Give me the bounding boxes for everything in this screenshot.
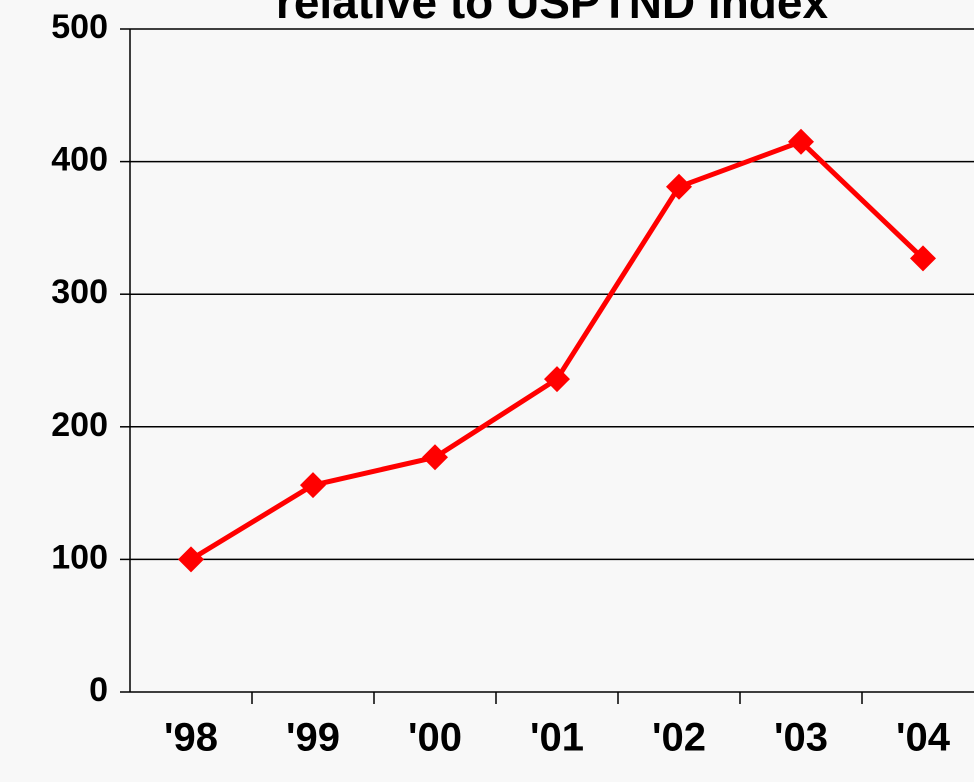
x-tick-label: '98 bbox=[164, 716, 218, 760]
x-tick-label: '02 bbox=[652, 716, 706, 760]
x-tick-label: '04 bbox=[896, 716, 951, 760]
marker bbox=[544, 366, 570, 393]
y-tick-label: 500 bbox=[51, 8, 108, 46]
y-tick-label: 0 bbox=[89, 671, 108, 709]
x-tick-label: '00 bbox=[408, 716, 462, 760]
marker bbox=[788, 128, 814, 155]
marker bbox=[422, 444, 448, 471]
y-tick-label: 200 bbox=[51, 406, 108, 444]
marker bbox=[910, 245, 936, 272]
chart-title: relative to USPTND index bbox=[276, 0, 829, 28]
y-tick-label: 400 bbox=[51, 141, 108, 179]
y-tick-label: 100 bbox=[51, 538, 108, 576]
x-tick-label: '03 bbox=[774, 716, 828, 760]
x-tick-label: '99 bbox=[286, 716, 340, 760]
y-tick-label: 300 bbox=[51, 273, 108, 311]
marker bbox=[666, 173, 692, 200]
marker bbox=[178, 546, 204, 573]
marker bbox=[300, 472, 326, 499]
x-tick-label: '01 bbox=[530, 716, 584, 760]
